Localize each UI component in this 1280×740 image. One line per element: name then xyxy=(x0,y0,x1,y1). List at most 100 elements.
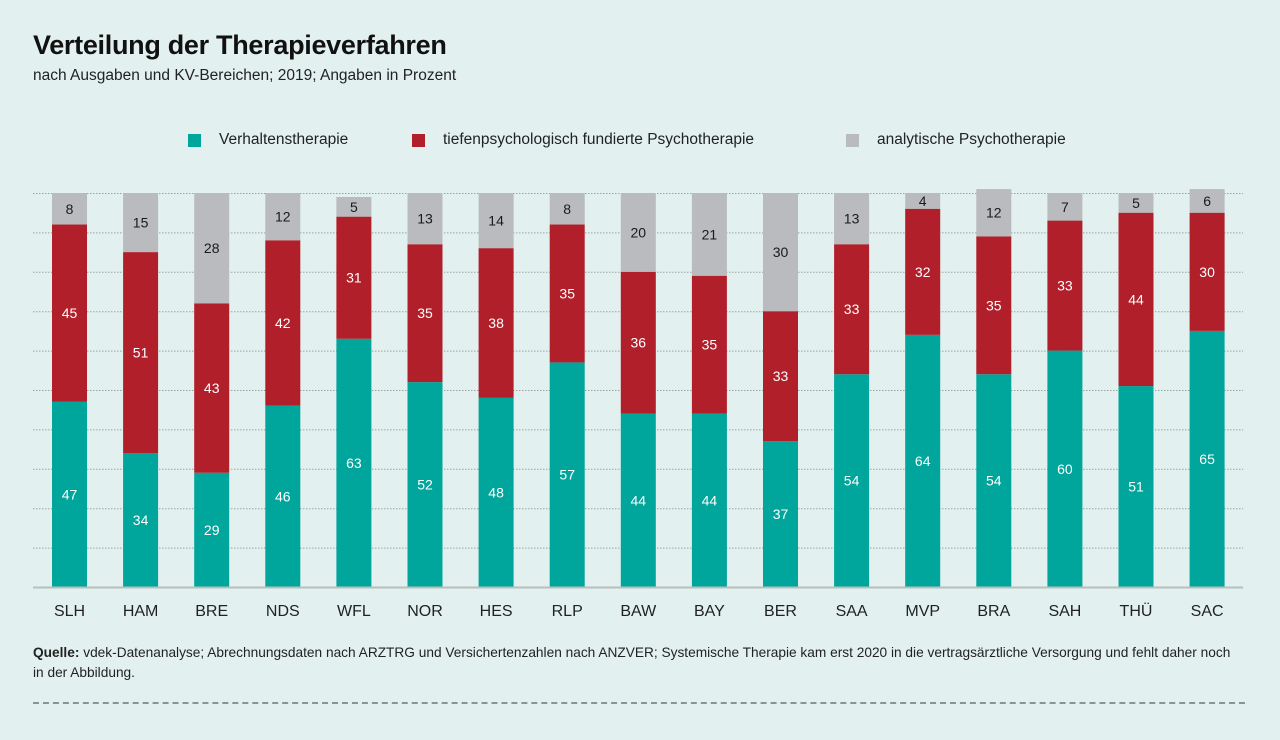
source-note: Quelle: vdek-Datenanalyse; Abrechnungsda… xyxy=(33,643,1243,683)
bar-segment-ber-2 xyxy=(763,311,798,442)
bar-segment-ber-3 xyxy=(763,193,798,312)
bar-segment-bay-3 xyxy=(691,193,727,276)
x-tick-label: NDS xyxy=(266,603,300,620)
bar-value-label: 60 xyxy=(1057,461,1073,477)
bar-value-label: 64 xyxy=(915,453,931,469)
bar-value-label: 38 xyxy=(488,315,504,331)
bar-value-label: 44 xyxy=(631,492,647,508)
bar-value-label: 31 xyxy=(346,270,362,286)
chart-title: Verteilung der Therapieverfahren xyxy=(33,30,447,60)
stacked-bar-chart: 4745834511529432846421263315523513483814… xyxy=(33,189,1243,620)
bar-value-label: 33 xyxy=(1057,278,1073,294)
x-tick-label: SAC xyxy=(1191,603,1224,620)
bar-value-label: 4 xyxy=(919,193,927,209)
bar-segment-nds-1 xyxy=(265,405,301,587)
bar-segment-ber-1 xyxy=(763,441,798,587)
bar-segment-wfl-1 xyxy=(336,338,372,587)
bar-segment-nor-1 xyxy=(407,382,443,587)
bar-segment-mvp-2 xyxy=(905,208,941,335)
bar-segment-sac-2 xyxy=(1189,212,1225,331)
source-label: Quelle: xyxy=(33,645,80,660)
bar-value-label: 63 xyxy=(346,455,362,471)
bar-segment-hes-1 xyxy=(478,397,514,587)
bar-segment-rlp-1 xyxy=(549,362,585,587)
x-tick-label: RLP xyxy=(552,603,583,620)
bar-value-label: 8 xyxy=(66,201,74,217)
bar-value-labels: 4745834511529432846421263315523513483814… xyxy=(62,193,1215,538)
bars xyxy=(52,189,1225,587)
legend-item-analytisch: analytische Psychotherapie xyxy=(846,131,1066,149)
x-tick-label: MVP xyxy=(905,603,940,620)
bar-value-label: 5 xyxy=(350,199,358,215)
bar-value-label: 32 xyxy=(915,264,931,280)
x-tick-label: BAW xyxy=(620,603,657,620)
bar-value-label: 42 xyxy=(275,315,291,331)
bar-value-label: 13 xyxy=(417,211,433,227)
bar-segment-sah-1 xyxy=(1047,350,1083,587)
bar-value-label: 12 xyxy=(986,205,1002,221)
legend-item-verhaltenstherapie: Verhaltenstherapie xyxy=(188,131,348,149)
legend-swatch-verhaltenstherapie xyxy=(188,133,201,147)
bar-segment-bay-2 xyxy=(691,275,727,414)
x-tick-label: HAM xyxy=(123,603,159,620)
bar-segment-sac-3 xyxy=(1189,189,1225,213)
bar-segment-sah-3 xyxy=(1047,193,1083,221)
bar-value-label: 48 xyxy=(488,484,504,500)
bar-value-label: 14 xyxy=(488,213,504,229)
legend-swatch-analytisch xyxy=(846,133,859,147)
x-tick-label: BRA xyxy=(977,603,1010,620)
bar-segment-saa-3 xyxy=(834,193,870,245)
bar-value-label: 30 xyxy=(773,244,789,260)
bar-segment-wfl-2 xyxy=(336,216,372,339)
bar-segment-nds-2 xyxy=(265,240,301,406)
x-tick-label: SLH xyxy=(54,603,85,620)
x-tick-label: SAH xyxy=(1048,603,1081,620)
bar-value-label: 35 xyxy=(702,337,718,353)
bar-value-label: 34 xyxy=(133,512,149,528)
bar-value-label: 37 xyxy=(773,506,789,522)
bar-segment-rlp-2 xyxy=(549,224,585,363)
bar-segment-sah-2 xyxy=(1047,220,1083,351)
bar-segment-baw-2 xyxy=(620,271,656,414)
chart-subtitle: nach Ausgaben und KV-Bereichen; 2019; An… xyxy=(33,67,457,84)
source-text: vdek-Datenanalyse; Abrechnungsdaten nach… xyxy=(33,645,1231,680)
bar-value-label: 51 xyxy=(1128,479,1144,495)
bar-value-label: 44 xyxy=(1128,291,1144,307)
bar-value-label: 45 xyxy=(62,305,78,321)
bar-value-label: 30 xyxy=(1199,264,1215,280)
bar-segment-mvp-3 xyxy=(905,193,941,209)
bar-segment-thü-3 xyxy=(1118,193,1154,213)
bar-segment-slh-2 xyxy=(52,224,87,402)
legend: Verhaltenstherapie tiefenpsychologisch f… xyxy=(0,131,1280,151)
gridlines xyxy=(33,193,1243,549)
bar-segment-saa-2 xyxy=(834,244,870,375)
bar-segment-ham-3 xyxy=(123,193,159,253)
legend-label: Verhaltenstherapie xyxy=(219,131,349,148)
legend-label: analytische Psychotherapie xyxy=(877,131,1066,148)
bar-segment-baw-1 xyxy=(620,413,656,587)
x-tick-label: WFL xyxy=(337,603,371,620)
bar-value-label: 6 xyxy=(1203,193,1211,209)
bar-segment-nor-3 xyxy=(407,193,443,245)
bar-segment-bra-1 xyxy=(976,374,1012,587)
bar-value-label: 35 xyxy=(417,305,433,321)
bar-segment-nor-2 xyxy=(407,244,443,383)
bar-value-label: 15 xyxy=(133,215,149,231)
bar-segment-slh-3 xyxy=(52,193,87,225)
bar-value-label: 44 xyxy=(702,492,718,508)
bar-segment-nds-3 xyxy=(265,193,301,241)
legend-label: tiefenpsychologisch fundierte Psychother… xyxy=(443,131,755,148)
bar-segment-baw-3 xyxy=(620,193,656,272)
bar-value-label: 43 xyxy=(204,380,220,396)
bar-value-label: 36 xyxy=(631,335,647,351)
bar-segment-hes-3 xyxy=(478,193,514,249)
x-tick-label: BER xyxy=(764,603,797,620)
bar-segment-rlp-3 xyxy=(549,193,585,225)
bar-segment-thü-1 xyxy=(1118,386,1154,587)
bar-segment-bre-3 xyxy=(194,193,230,304)
bar-value-label: 47 xyxy=(62,486,78,502)
bar-value-label: 35 xyxy=(986,297,1002,313)
bar-value-label: 13 xyxy=(844,211,860,227)
bar-value-label: 20 xyxy=(631,224,647,240)
bar-value-label: 65 xyxy=(1199,451,1215,467)
